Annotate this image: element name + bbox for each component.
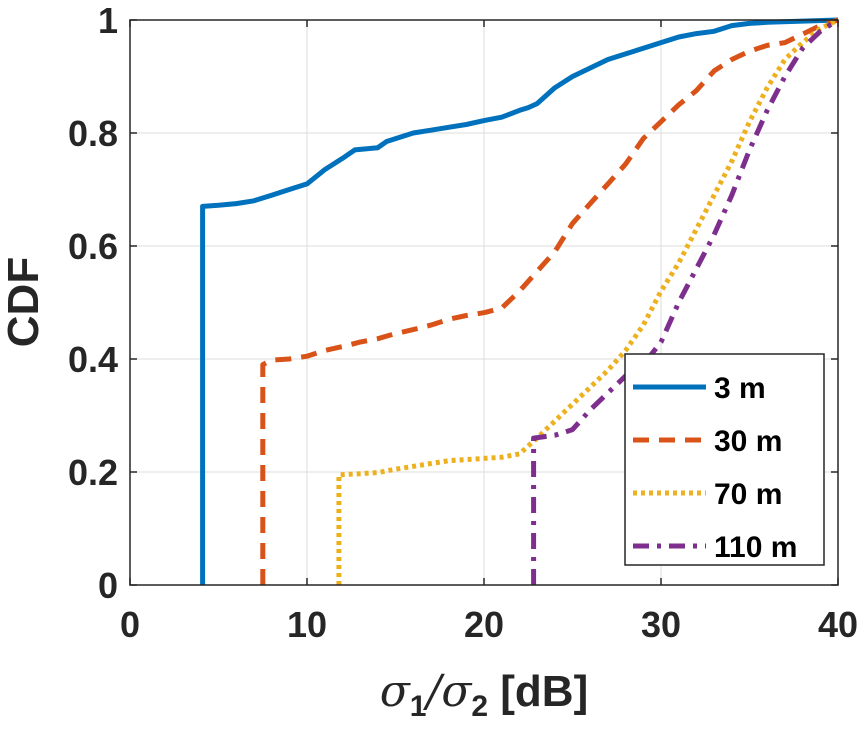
x-axis-label: σ1/σ2 [dB] [380, 666, 588, 723]
legend-label-3: 70 m [714, 478, 782, 511]
x-label-sigma-2: σ [441, 666, 473, 717]
y-tick-label: 0.4 [68, 339, 118, 380]
series-line-4 [531, 17, 840, 585]
y-tick-labels: 0 0.2 0.4 0.6 0.8 1 [68, 0, 118, 606]
legend-label-2: 30 m [714, 425, 782, 458]
x-tick-label: 40 [818, 604, 858, 645]
y-tick-label: 1 [98, 0, 118, 41]
series-line-2 [260, 17, 839, 585]
y-axis-label: CDF [0, 257, 48, 347]
series-line-1 [200, 17, 839, 585]
series-group [200, 17, 840, 585]
x-tick-label: 30 [641, 604, 681, 645]
legend-label-1: 3 m [714, 372, 766, 405]
x-tick-label: 20 [464, 604, 504, 645]
ticks [129, 19, 839, 586]
x-label-sigma-1: σ [380, 666, 412, 717]
legend-label-4: 110 m [714, 531, 797, 564]
y-tick-label: 0.2 [68, 452, 118, 493]
x-tick-labels: 0 10 20 30 40 [120, 604, 858, 645]
x-tick-label: 10 [287, 604, 327, 645]
y-tick-label: 0.8 [68, 113, 118, 154]
series-line-3 [336, 17, 840, 585]
x-label-sub-2: 2 [471, 690, 488, 723]
y-tick-label: 0 [98, 565, 118, 606]
legend: 3 m 30 m 70 m 110 m [624, 353, 825, 566]
y-tick-label: 0.6 [68, 226, 118, 267]
x-label-slash: / [422, 666, 445, 717]
x-tick-label: 0 [120, 604, 140, 645]
x-label-unit: [dB] [488, 667, 588, 716]
x-label-sub-1: 1 [410, 690, 427, 723]
grid [130, 20, 838, 585]
